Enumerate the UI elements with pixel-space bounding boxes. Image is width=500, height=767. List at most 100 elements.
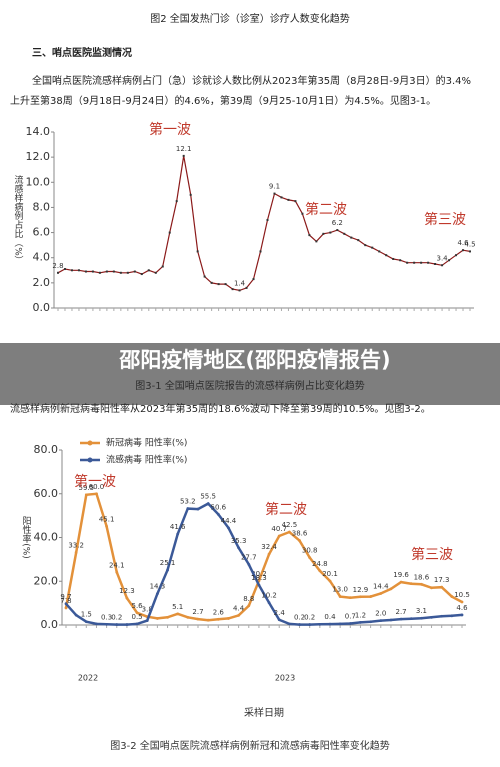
data-label: 9.1 [269, 183, 280, 191]
point [427, 261, 430, 264]
point [308, 234, 311, 237]
figure-caption: 图3-2 全国哨点医院流感样病例新冠和流感病毒阳性率变化趋势 [110, 739, 390, 752]
legend-swatch [87, 440, 93, 446]
y-tick-label: 40.0 [34, 531, 59, 544]
point [91, 270, 94, 273]
point [176, 532, 180, 536]
point [252, 278, 255, 281]
point [145, 619, 149, 623]
point [189, 193, 192, 196]
data-label: 59.5 [79, 484, 95, 492]
annotation: 第三波 [411, 546, 453, 563]
data-label: 20.1 [322, 570, 338, 578]
point [308, 623, 312, 626]
point [469, 250, 471, 253]
data-label: 7.8 [60, 597, 71, 605]
data-label: 0.3 [101, 613, 112, 621]
y-tick-label: 20.0 [34, 574, 59, 587]
data-label: 38.6 [292, 530, 308, 538]
point [105, 524, 109, 528]
point [287, 198, 290, 201]
data-label: 12.1 [176, 145, 192, 153]
data-label: 14.4 [373, 583, 389, 591]
point [210, 281, 213, 284]
data-label: 20.2 [251, 570, 267, 578]
point [350, 236, 353, 239]
point [155, 592, 159, 596]
point [135, 611, 139, 615]
point [287, 622, 291, 626]
point [328, 579, 332, 583]
point [359, 595, 362, 599]
point [105, 622, 109, 626]
point [166, 615, 169, 619]
point [161, 265, 164, 268]
data-label: 1.5 [81, 611, 92, 619]
data-label: 0.2 [304, 614, 315, 622]
point [245, 286, 248, 289]
data-label: 14.3 [150, 583, 166, 591]
point [64, 606, 68, 610]
point [84, 270, 87, 273]
watermark-band [0, 343, 500, 405]
point [308, 556, 312, 560]
data-label: 13.0 [332, 586, 348, 594]
point [399, 259, 402, 262]
point [348, 596, 352, 600]
data-label: 12.3 [119, 587, 135, 595]
section-heading: 三、哨点医院监测情况 [32, 48, 132, 59]
point [329, 231, 332, 234]
point [115, 570, 119, 574]
point [336, 229, 339, 232]
line [64, 492, 463, 622]
data-label: 3.8 [142, 606, 153, 614]
point [133, 270, 136, 273]
data-label: 4.6 [457, 239, 469, 247]
point [440, 585, 444, 589]
point [399, 580, 403, 584]
y-tick-label: 6.0 [33, 226, 51, 239]
point [98, 271, 101, 274]
point [273, 192, 276, 195]
point [318, 569, 322, 573]
point [105, 270, 108, 273]
point [126, 271, 129, 274]
data-label: 35.3 [231, 537, 247, 545]
annotation: 第三波 [424, 211, 466, 228]
point [216, 617, 220, 621]
point [166, 568, 169, 572]
point [338, 622, 342, 626]
data-label: 3.4 [436, 254, 448, 262]
data-label: 44.4 [221, 517, 237, 525]
point [257, 583, 261, 587]
point [294, 200, 297, 203]
data-label: 1.2 [355, 611, 366, 619]
point [154, 271, 157, 274]
x-group-label: 2023 [275, 674, 295, 683]
watermark: 邵阳疫情地区(邵阳疫情报告) [119, 348, 391, 372]
data-label: 8.8 [243, 595, 254, 603]
point [224, 283, 227, 286]
data-label: 50.6 [211, 503, 227, 511]
point [175, 200, 178, 203]
data-label: 4.5 [464, 240, 475, 248]
y-tick-label: 14.0 [26, 125, 51, 138]
data-label: 9.7 [60, 593, 71, 601]
data-label: 33.2 [68, 541, 84, 549]
point [231, 288, 234, 291]
point [267, 601, 271, 605]
point [298, 623, 301, 626]
point [125, 623, 129, 626]
data-label: 17.3 [434, 576, 450, 584]
data-label: 32.4 [261, 543, 277, 551]
y-tick-label: 0.0 [41, 618, 59, 631]
point [182, 154, 185, 157]
y-tick-label: 8.0 [33, 200, 51, 213]
point [217, 283, 220, 286]
point [77, 269, 80, 272]
point [318, 622, 322, 626]
point [406, 261, 409, 264]
point [63, 268, 66, 271]
